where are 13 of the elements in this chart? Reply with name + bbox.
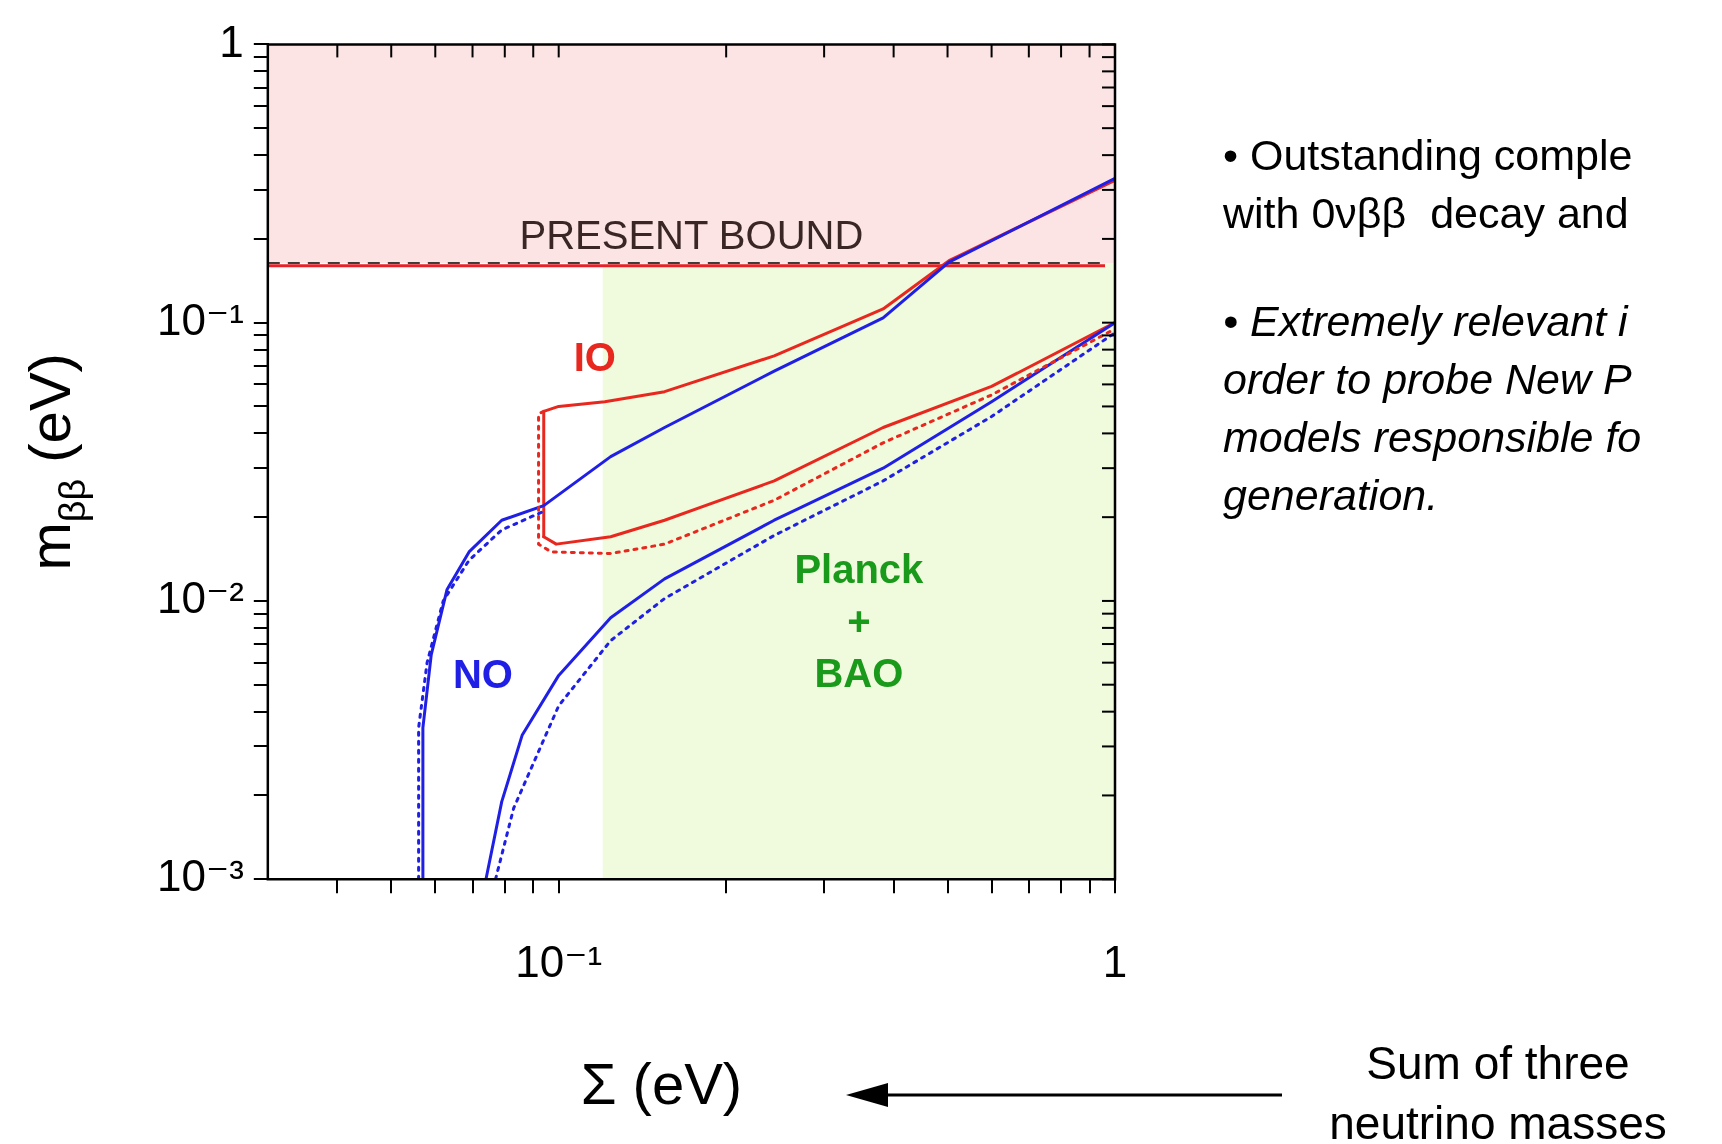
y-axis-title: mββ (eV) <box>17 353 93 571</box>
text: • Outstanding comple with 0νββ decay and <box>1223 130 1634 239</box>
band-label: Planck + BAO <box>794 547 925 696</box>
series-label: IO <box>573 335 616 380</box>
y-tick-label: 10⁻³ <box>156 851 244 901</box>
text: Sum of three neutrino masses <box>1328 1036 1668 1144</box>
text: • Extremely relevant i order to probe New P models responsible fo generation. <box>1223 296 1642 521</box>
y-tick-label: 10⁻² <box>156 573 244 623</box>
y-tick-label: 1 <box>219 16 244 66</box>
x-axis-title: Σ (eV) <box>580 1051 743 1116</box>
band-label: PRESENT BOUND <box>519 212 864 257</box>
y-tick-label: 10⁻¹ <box>156 294 244 344</box>
series-label: NO <box>452 651 513 696</box>
